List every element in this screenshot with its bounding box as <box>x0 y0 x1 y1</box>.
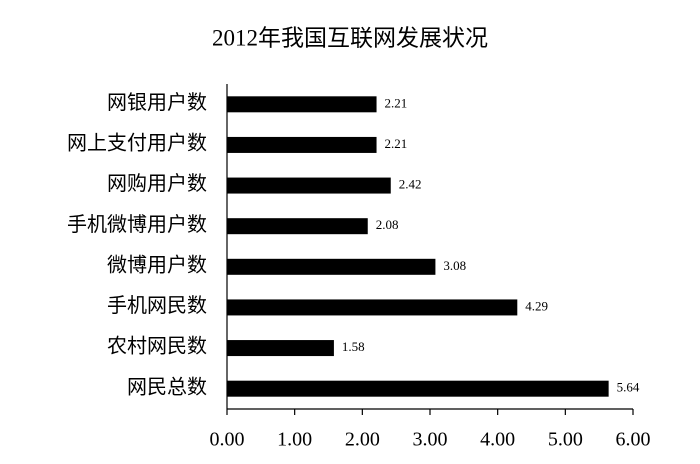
y-tick-label: 手机微博用户数 <box>67 213 207 236</box>
x-tick-label: 5.00 <box>548 429 583 451</box>
bar <box>227 380 609 397</box>
y-tick-label: 网购用户数 <box>107 172 207 195</box>
value-label: 1.58 <box>342 339 365 354</box>
value-label: 4.29 <box>525 298 548 313</box>
y-tick-label: 网民总数 <box>127 375 207 398</box>
value-label: 3.08 <box>443 258 466 273</box>
x-tick-label: 4.00 <box>480 429 515 451</box>
value-label: 2.21 <box>385 95 408 110</box>
bar <box>227 96 377 113</box>
value-label: 5.64 <box>617 380 640 395</box>
bar <box>227 136 377 153</box>
bar <box>227 299 518 316</box>
x-tick-label: 0.00 <box>210 429 245 451</box>
bar <box>227 177 391 194</box>
x-tick-label: 6.00 <box>616 429 651 451</box>
x-tick-label: 2.00 <box>345 429 380 451</box>
bar <box>227 218 368 235</box>
y-tick-label: 网上支付用户数 <box>67 132 207 155</box>
value-label: 2.21 <box>385 136 408 151</box>
value-label: 2.08 <box>376 217 399 232</box>
bar <box>227 258 436 275</box>
chart-title: 2012年我国互联网发展状况 <box>212 25 488 50</box>
y-tick-label: 农村网民数 <box>107 335 207 358</box>
value-label: 2.42 <box>399 177 422 192</box>
bar <box>227 340 334 357</box>
x-tick-label: 3.00 <box>413 429 448 451</box>
y-tick-label: 微博用户数 <box>107 253 207 276</box>
x-tick-label: 1.00 <box>277 429 312 451</box>
y-tick-label: 手机网民数 <box>107 294 207 317</box>
y-tick-label: 网银用户数 <box>107 91 207 114</box>
